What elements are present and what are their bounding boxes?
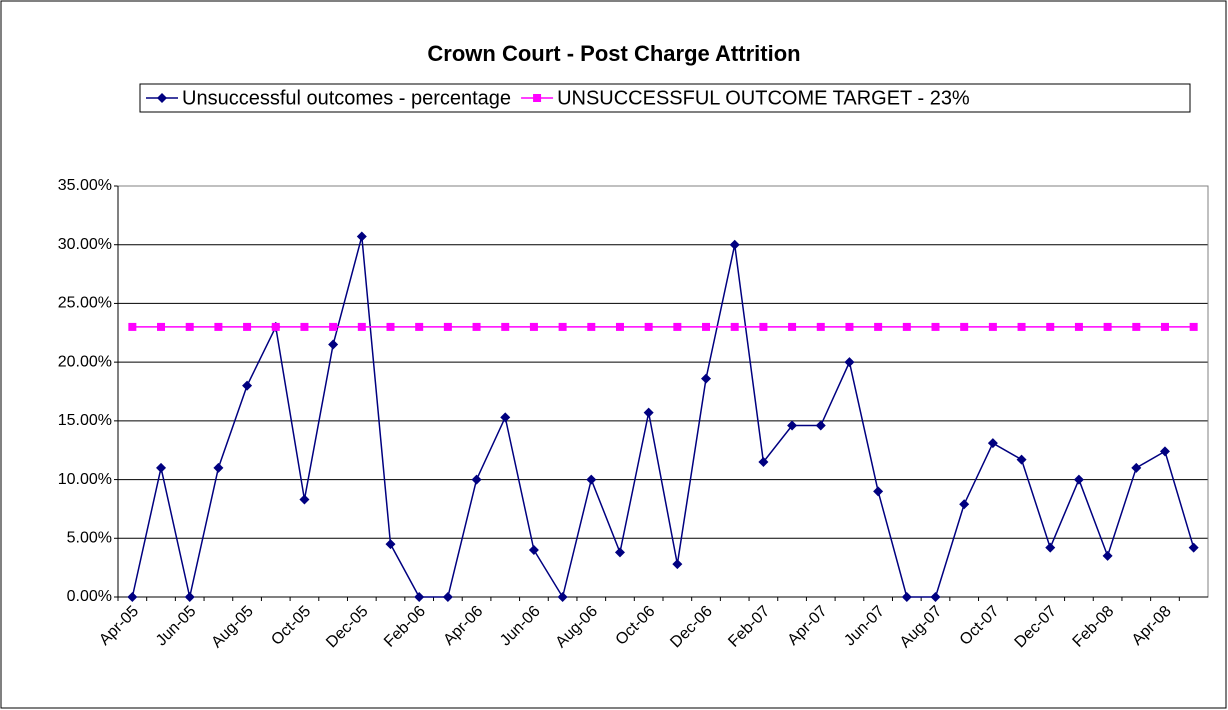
- data-point: [1159, 446, 1170, 457]
- y-tick-label: 20.00%: [58, 353, 112, 370]
- series-line: [131, 236, 1195, 599]
- data-point: [1017, 322, 1026, 331]
- data-point: [442, 592, 453, 602]
- data-point: [501, 322, 510, 331]
- legend-marker: [157, 93, 167, 103]
- data-point: [874, 322, 883, 331]
- data-point: [1131, 462, 1142, 473]
- data-point: [672, 559, 683, 570]
- data-point: [931, 322, 940, 331]
- y-tick-label: 0.00%: [67, 588, 112, 605]
- data-point: [643, 407, 654, 418]
- data-point: [1132, 322, 1141, 331]
- data-point: [815, 420, 826, 431]
- data-point: [673, 322, 682, 331]
- data-point: [987, 438, 998, 449]
- data-point: [528, 545, 539, 556]
- data-point: [930, 592, 941, 602]
- legend-marker: [533, 94, 542, 102]
- data-point: [816, 322, 825, 331]
- legend-box: [139, 83, 1191, 113]
- data-point: [184, 592, 195, 602]
- data-point: [472, 322, 481, 331]
- data-point: [615, 322, 624, 331]
- data-point: [1160, 322, 1169, 331]
- data-point: [988, 322, 997, 331]
- data-point: [787, 420, 798, 431]
- y-tick-label: 5.00%: [67, 530, 112, 547]
- data-point: [702, 322, 711, 331]
- data-point: [1103, 322, 1112, 331]
- data-point: [845, 322, 854, 331]
- data-point: [156, 462, 167, 473]
- data-point: [901, 592, 912, 602]
- data-point: [759, 322, 768, 331]
- data-point: [243, 322, 252, 331]
- data-point: [959, 499, 970, 510]
- data-point: [271, 322, 280, 331]
- data-point: [557, 592, 568, 602]
- chart-title: Crown Court - Post Charge Attrition: [427, 41, 800, 66]
- data-point: [443, 322, 452, 331]
- data-point: [386, 322, 395, 331]
- data-point: [299, 494, 310, 505]
- data-point: [1016, 454, 1027, 465]
- legend-label: UNSUCCESSFUL OUTCOME TARGET - 23%: [557, 87, 970, 109]
- y-tick-label: 15.00%: [58, 412, 112, 429]
- data-point: [214, 322, 223, 331]
- data-point: [328, 339, 339, 350]
- data-point: [960, 322, 969, 331]
- data-point: [902, 322, 911, 331]
- data-point: [529, 322, 538, 331]
- data-point: [414, 592, 425, 602]
- data-point: [614, 547, 625, 558]
- data-point: [1188, 542, 1199, 553]
- data-point: [127, 592, 138, 602]
- data-point: [587, 322, 596, 331]
- data-point: [213, 462, 224, 473]
- data-point: [1189, 322, 1198, 331]
- data-point: [185, 322, 194, 331]
- data-point: [128, 322, 137, 331]
- y-tick-label: 35.00%: [58, 177, 112, 194]
- data-point: [644, 322, 653, 331]
- data-point: [1045, 542, 1056, 553]
- data-point: [471, 474, 482, 485]
- data-point: [758, 456, 769, 467]
- data-point: [844, 357, 855, 368]
- data-point: [157, 322, 166, 331]
- data-point: [586, 474, 597, 485]
- data-point: [1074, 322, 1083, 331]
- data-point: [300, 322, 309, 331]
- data-point: [385, 539, 396, 550]
- data-point: [1073, 474, 1084, 485]
- data-point: [873, 486, 884, 497]
- data-point: [701, 373, 712, 384]
- data-point: [1102, 550, 1113, 561]
- data-point: [415, 322, 424, 331]
- y-tick-label: 30.00%: [58, 236, 112, 253]
- data-point: [357, 322, 366, 331]
- data-point: [329, 322, 338, 331]
- y-tick-label: 10.00%: [58, 471, 112, 488]
- data-point: [729, 239, 740, 250]
- data-point: [356, 231, 367, 242]
- data-point: [500, 412, 511, 423]
- data-point: [558, 322, 567, 331]
- legend-label: Unsuccessful outcomes - percentage: [182, 87, 511, 109]
- data-point: [788, 322, 797, 331]
- y-tick-label: 25.00%: [58, 295, 112, 312]
- data-point: [242, 380, 253, 391]
- data-point: [1046, 322, 1055, 331]
- data-point: [730, 322, 739, 331]
